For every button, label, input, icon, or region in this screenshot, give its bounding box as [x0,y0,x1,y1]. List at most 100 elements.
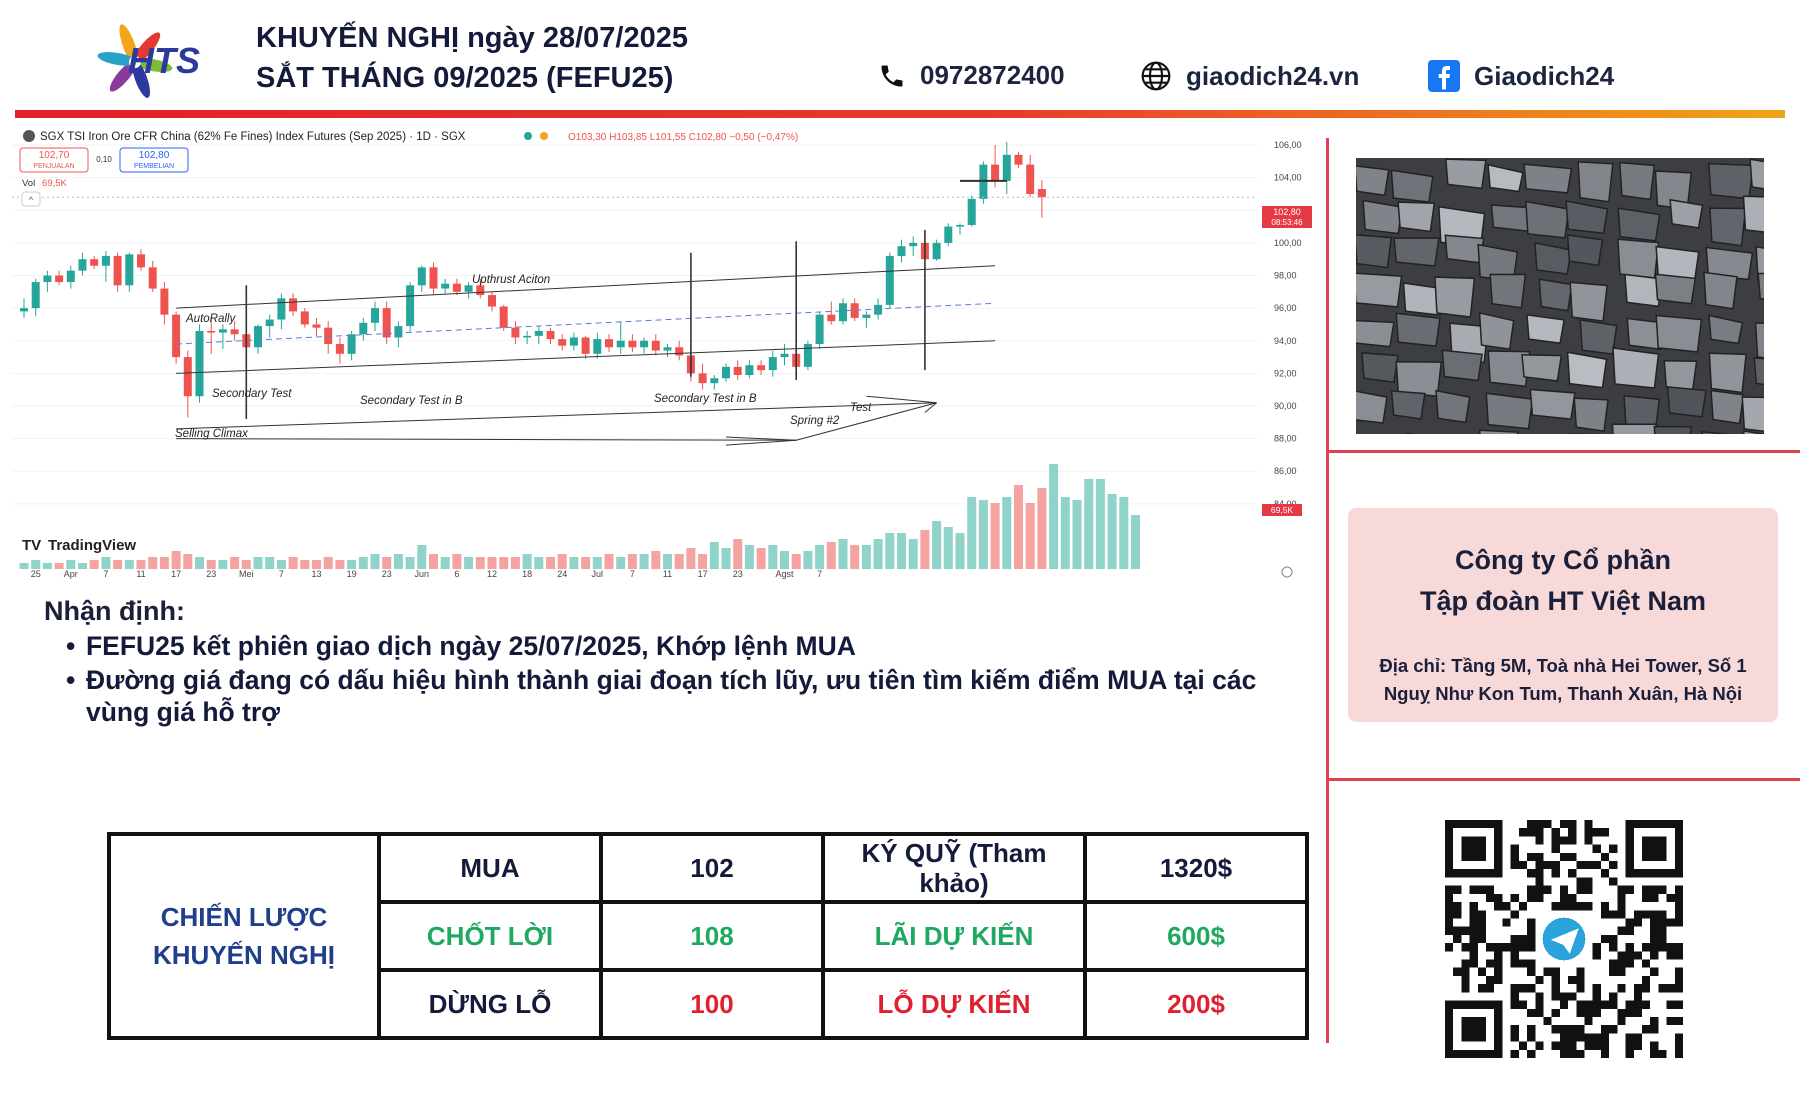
assessment-bullet: FEFU25 kết phiên giao dịch ngày 25/07/20… [66,630,1316,662]
buy-price: 102,80 [139,150,170,161]
candle-body [757,365,766,371]
volume-bar [475,557,485,569]
candle-body [523,335,532,338]
candle-body [441,283,450,289]
assessment-bullet: Đường giá đang có dấu hiệu hình thành gi… [66,664,1316,728]
take-profit-price-cell: 108 [599,900,825,972]
x-tick-label: 18 [522,569,532,579]
candle-body [20,308,28,312]
buy-price-cell: 102 [599,832,825,904]
candle-body [429,267,438,289]
volume-bar [1072,500,1082,569]
y-tick-label: 92,00 [1274,368,1297,378]
volume-bar [557,554,567,569]
volume-bar [709,542,719,569]
candle-body [371,308,379,323]
volume-bar [604,554,614,569]
candle-body [43,275,52,283]
website-contact[interactable]: giaodich24.vn [1140,60,1359,92]
candle-body [827,314,836,322]
expected-loss-label-cell: LỖ DỰ KIẾN [821,968,1087,1040]
facebook-name: Giaodich24 [1474,60,1615,91]
volume-bar [663,554,672,569]
expected-loss-value-cell: 200$ [1083,968,1309,1040]
volume-bar [698,554,708,569]
volume-bar [1119,497,1129,569]
annotation-secondary-test-b1: Secondary Test in B [360,395,463,407]
section-divider [1328,778,1800,781]
arrow-line [176,438,797,441]
volume-bar [358,557,368,569]
volume-bar [440,557,450,569]
volume-bar [276,560,286,569]
x-tick-label: 6 [454,569,459,579]
candle-body [733,366,742,376]
volume-bar [452,554,462,569]
annotation-selling-climax: Selling Climax [175,428,249,440]
candle-body [417,267,426,286]
symbol-icon [23,130,35,142]
y-tick-label: 98,00 [1274,271,1297,281]
last-price-badge [1262,206,1312,228]
x-tick-label: 7 [103,569,108,579]
annotation-test: Test [850,402,872,414]
x-tick-label: 17 [171,569,181,579]
candle-body [534,330,543,336]
volume-bar [510,557,520,569]
settings-icon[interactable] [1281,566,1293,578]
volume-bar [183,554,193,569]
candle-body [909,242,918,247]
candle-body [464,285,473,292]
volume-bar [195,557,204,569]
volume-bar [253,557,263,569]
volume-bar [721,548,731,569]
volume-bar [19,563,29,569]
buy-button[interactable] [119,147,189,173]
take-profit-label-cell: CHỐT LỜI [377,900,603,972]
volume-bar [581,557,591,569]
candle-body [160,288,169,315]
volume-bar [534,557,544,569]
volume-bar [171,551,181,569]
candle-body [277,298,286,320]
candle-body [780,353,789,358]
margin-label-cell: KÝ QUỸ (Tham khảo) [821,832,1087,904]
volume-bar [920,530,930,569]
volume-bar [417,545,427,569]
sell-button[interactable] [19,147,89,173]
x-tick-label: 25 [31,569,41,579]
hts-logo-icon [97,24,173,98]
collapse-button[interactable] [21,191,41,207]
volume-bar [159,557,169,569]
volume-bar [651,551,661,569]
globe-icon [1141,61,1171,91]
volume-bar [265,557,275,569]
chevron-up-icon: ^ [29,195,34,205]
telegram-qr-code[interactable] [1444,820,1684,1058]
x-tick-label: 24 [557,569,567,579]
ohlc-readout: O103,30 H103,85 L101,55 C102,80 −0,50 (−… [568,132,798,143]
y-tick-label: 86,00 [1274,466,1297,476]
volume-bar [838,539,848,569]
x-tick-label: 23 [206,569,216,579]
y-tick-label: 96,00 [1274,303,1297,313]
candle-body [476,285,485,296]
candle-body [195,330,204,397]
expected-profit-value-cell: 600$ [1083,900,1309,972]
y-tick-label: 100,00 [1274,238,1302,248]
phone-contact[interactable]: 0972872400 [878,60,1065,91]
x-tick-label: Agst [775,569,794,579]
volume-bar [967,497,977,569]
company-name-line2: Tập đoàn HT Việt Nam [1419,586,1707,616]
facebook-contact[interactable]: Giaodich24 [1428,60,1614,92]
volume-bar [885,533,895,569]
volume-bar [323,557,333,569]
candle-body [230,329,239,335]
candle-body [499,306,508,328]
volume-bar [1095,479,1105,569]
x-tick-label: 7 [279,569,284,579]
candle-body [663,347,672,351]
volume-badge-label: 69,5K [1271,505,1294,515]
arrowhead [725,436,797,441]
candle-body [312,324,321,328]
